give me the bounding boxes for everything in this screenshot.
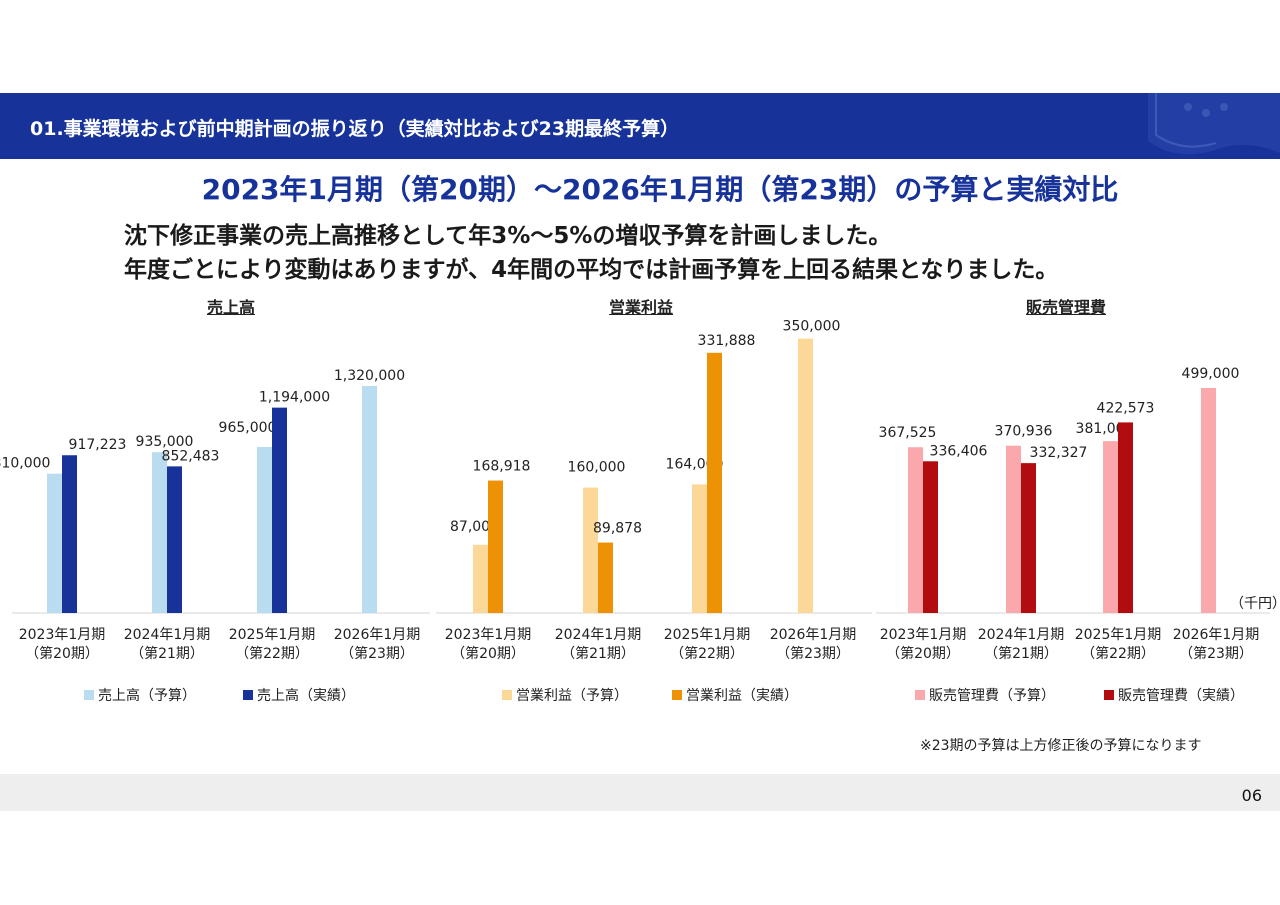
sales-bar-actual-2 — [167, 466, 182, 613]
operating-profit-legend-swatch-actual — [672, 690, 682, 700]
main-title: 2023年1月期（第20期）～2026年1月期（第23期）の予算と実績対比 — [201, 173, 1119, 206]
subtitle-line-2: 年度ごとにより変動はありますが、4年間の平均では計画予算を上回る結果となりました… — [124, 257, 1059, 283]
sales-bar-actual-1 — [62, 455, 77, 613]
operating-profit-bar-budget-1 — [473, 544, 488, 613]
company-emblem-watermark — [1148, 93, 1280, 155]
unit-label: （千円） — [1230, 596, 1280, 612]
operating-profit-legend-label-budget: 営業利益（予算） — [516, 688, 628, 704]
footer-band: 06 — [0, 774, 1280, 811]
sga-bar-budget-1 — [908, 447, 923, 613]
sales-tick-label-3: 2025年1月期 — [229, 627, 316, 643]
sga-data-label-budget-2: 370,936 — [995, 424, 1053, 440]
sales-bar-budget-3 — [257, 447, 272, 613]
operating-profit-bar-budget-2 — [583, 487, 598, 613]
sales-tick-label-2: 2024年1月期 — [124, 627, 211, 643]
operating-profit-bar-actual-1 — [488, 480, 503, 613]
operating-profit-legend-label-actual: 営業利益（実績） — [686, 688, 798, 704]
header-band: 01.事業環境および前中期計画の振り返り（実績対比および23期最終予算） — [0, 93, 1280, 159]
sales-tick-label-1: 2023年1月期 — [19, 627, 106, 643]
operating-profit-tick-sublabel-1: （第20期） — [451, 645, 525, 662]
operating-profit-bar-actual-3 — [707, 352, 722, 613]
header-title: 01.事業環境および前中期計画の振り返り（実績対比および23期最終予算） — [30, 118, 680, 140]
operating-profit-data-label-actual-3: 331,888 — [698, 333, 756, 349]
sga-legend-label-actual: 販売管理費（実績） — [1118, 688, 1244, 704]
sales-data-label-budget-2: 935,000 — [136, 434, 194, 450]
sga-legend-swatch-budget — [915, 690, 925, 700]
sga-legend-label-budget: 販売管理費（予算） — [929, 688, 1055, 704]
sga-bar-actual-3 — [1118, 422, 1133, 613]
subtitle-line-1: 沈下修正事業の売上高推移として年3%～5%の増収予算を計画しました。 — [124, 223, 892, 249]
sga-tick-label-4: 2026年1月期 — [1173, 627, 1260, 643]
sales-data-label-budget-4: 1,320,000 — [334, 368, 405, 384]
operating-profit-tick-label-2: 2024年1月期 — [555, 627, 642, 643]
sales-bar-budget-4 — [362, 385, 377, 613]
sga-tick-sublabel-3: （第22期） — [1081, 645, 1155, 662]
sales-bar-actual-3 — [272, 407, 287, 613]
sales-tick-sublabel-4: （第23期） — [340, 645, 414, 662]
sga-bar-budget-2 — [1006, 445, 1021, 613]
sales-data-label-budget-3: 965,000 — [219, 420, 277, 436]
sales-legend-swatch-actual — [243, 690, 253, 700]
sga-bar-actual-2 — [1021, 463, 1036, 613]
sales-data-label-actual-2: 852,483 — [162, 448, 220, 464]
sga-bar-budget-4 — [1201, 387, 1216, 613]
chart-title-sales: 売上高 — [206, 298, 255, 317]
sga-tick-label-2: 2024年1月期 — [978, 627, 1065, 643]
sales-legend-label-budget: 売上高（予算） — [98, 687, 196, 704]
operating-profit-tick-sublabel-4: （第23期） — [776, 645, 850, 662]
operating-profit-tick-sublabel-2: （第21期） — [561, 645, 635, 662]
sga-tick-label-1: 2023年1月期 — [880, 627, 967, 643]
sga-legend-swatch-actual — [1104, 690, 1114, 700]
budget-note: ※23期の予算は上方修正後の予算になります — [920, 738, 1202, 754]
sales-tick-sublabel-1: （第20期） — [25, 645, 99, 662]
sga-tick-label-3: 2025年1月期 — [1075, 627, 1162, 643]
operating-profit-data-label-budget-2: 160,000 — [568, 460, 626, 476]
operating-profit-tick-label-3: 2025年1月期 — [664, 627, 751, 643]
sales-data-label-budget-1: 810,000 — [0, 456, 50, 472]
sales-tick-label-4: 2026年1月期 — [334, 627, 421, 643]
sales-tick-sublabel-2: （第21期） — [130, 645, 204, 662]
operating-profit-tick-label-4: 2026年1月期 — [770, 627, 857, 643]
operating-profit-tick-label-1: 2023年1月期 — [445, 627, 532, 643]
sales-legend-swatch-budget — [84, 690, 94, 700]
chart-title-operating-profit: 営業利益 — [608, 298, 673, 317]
operating-profit-bar-budget-4 — [798, 338, 813, 613]
operating-profit-data-label-budget-4: 350,000 — [783, 319, 841, 335]
operating-profit-data-label-actual-2: 89,878 — [593, 521, 642, 537]
sales-tick-sublabel-3: （第22期） — [235, 645, 309, 662]
operating-profit-bar-actual-2 — [598, 542, 613, 613]
sales-bar-budget-2 — [152, 452, 167, 613]
sga-data-label-actual-1: 336,406 — [930, 443, 988, 459]
sga-data-label-budget-4: 499,000 — [1182, 366, 1240, 382]
charts-canvas: 810,000 917,223 2023年1月期 （第20期） 935,000852,4… — [0, 319, 1270, 704]
sales-data-label-actual-3: 1,194,000 — [259, 390, 330, 406]
sga-data-label-budget-1: 367,525 — [879, 425, 937, 441]
operating-profit-legend-swatch-budget — [502, 690, 512, 700]
sga-bar-actual-1 — [923, 461, 938, 613]
sales-data-label-actual-1: 917,223 — [69, 437, 127, 453]
operating-profit-data-label-actual-1: 168,918 — [473, 459, 531, 475]
sga-tick-sublabel-4: （第23期） — [1179, 645, 1253, 662]
sga-data-label-actual-2: 332,327 — [1030, 445, 1088, 461]
operating-profit-tick-sublabel-3: （第22期） — [670, 645, 744, 662]
sga-bar-budget-3 — [1103, 441, 1118, 613]
sga-tick-sublabel-1: （第20期） — [886, 645, 960, 662]
sga-data-label-actual-3: 422,573 — [1097, 400, 1155, 416]
sales-legend-label-actual: 売上高（実績） — [257, 687, 355, 704]
sales-bar-budget-1 — [47, 473, 62, 613]
operating-profit-bar-budget-3 — [692, 484, 707, 613]
operating-profit-data-label-budget-1: 87,000 — [450, 519, 499, 535]
sga-tick-sublabel-2: （第21期） — [984, 645, 1058, 662]
chart-title-sga: 販売管理費 — [1025, 298, 1106, 317]
page-number: 06 — [1241, 786, 1262, 805]
